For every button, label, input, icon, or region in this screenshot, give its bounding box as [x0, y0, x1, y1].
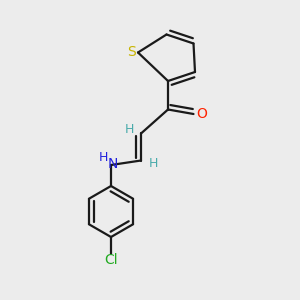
Text: H: H [124, 123, 134, 136]
Text: Cl: Cl [104, 254, 118, 267]
Text: N: N [107, 157, 118, 170]
Text: O: O [196, 107, 207, 121]
Text: H: H [99, 151, 108, 164]
Text: H: H [148, 157, 158, 170]
Text: S: S [127, 45, 136, 58]
